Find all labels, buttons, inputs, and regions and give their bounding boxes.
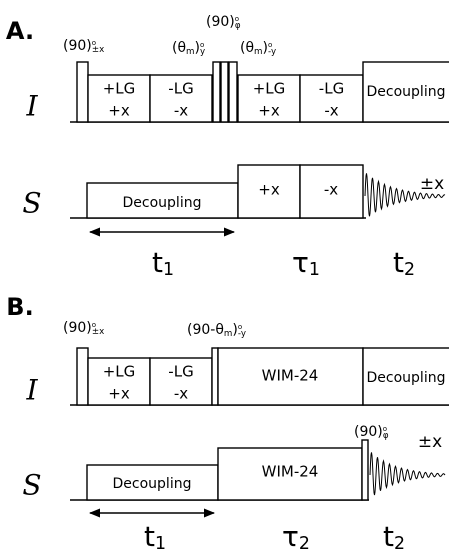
label-part: τ — [282, 520, 299, 550]
channel-label: I — [25, 374, 38, 407]
pulse — [228, 61, 238, 123]
block-text: -LG — [319, 80, 344, 98]
label-part: m — [186, 47, 194, 57]
block-text: -x — [174, 385, 188, 403]
block-text: +LG — [103, 80, 136, 98]
label-part: o — [268, 41, 272, 49]
pulse — [220, 61, 229, 123]
period-label: t1 — [152, 246, 174, 280]
block-text: Decoupling — [367, 370, 446, 386]
label-part: 2 — [404, 260, 415, 280]
decoupling-block — [362, 347, 449, 406]
label-part: (θ — [240, 40, 254, 56]
label-part: 1 — [163, 260, 174, 280]
label-part: o — [92, 321, 96, 329]
label-part: ±x — [92, 327, 104, 337]
pulse — [361, 439, 369, 501]
label-part: t — [152, 246, 163, 279]
block-text: Decoupling — [123, 195, 202, 211]
pulse-label: (θm)o -y — [240, 40, 276, 57]
period-label: τ1 — [292, 246, 320, 280]
block-text: +x — [258, 102, 280, 120]
label-part: o — [235, 15, 239, 23]
panel-label: A. — [6, 17, 34, 45]
label-part: -y — [238, 329, 246, 339]
label-part: o — [200, 41, 204, 49]
decoupling-block — [86, 464, 219, 501]
pulse-label: (90-θm)o -y — [187, 322, 246, 339]
phase-block — [299, 164, 364, 219]
pulse — [211, 347, 219, 406]
block-text: WIM-24 — [262, 463, 319, 481]
block-text: -LG — [168, 80, 193, 98]
period-label: t2 — [383, 520, 405, 550]
label-part: ) — [262, 40, 267, 56]
channel-label: S — [22, 469, 41, 502]
block-text: -x — [324, 181, 338, 199]
period-label: τ2 — [282, 520, 310, 550]
block-text: +x — [108, 102, 130, 120]
lg-block — [237, 74, 301, 123]
lg-block — [149, 74, 213, 123]
label-part: 1 — [309, 260, 320, 280]
block-text: -x — [174, 102, 188, 120]
block-text: +x — [108, 385, 130, 403]
wim-block — [217, 347, 364, 406]
block-text: Decoupling — [113, 476, 192, 492]
label-part: (90) — [206, 14, 235, 30]
pulse-label: (90)o φ — [206, 14, 241, 31]
label-part: 2 — [299, 534, 310, 550]
fid-signal — [364, 173, 446, 217]
label-part: φ — [383, 431, 389, 441]
decoupling-block — [362, 61, 449, 123]
label-part: ) — [194, 40, 199, 56]
label-part: (θ — [172, 40, 186, 56]
period-label: t1 — [144, 520, 166, 550]
label-part: y — [200, 47, 205, 57]
label-part: o — [383, 425, 387, 433]
label-part: (90) — [63, 38, 92, 54]
period-label: t2 — [393, 246, 415, 280]
block-text: +x — [258, 181, 280, 199]
phase-label: ±x — [420, 174, 444, 194]
label-part: ±x — [92, 45, 104, 55]
pulse — [76, 61, 89, 123]
label-part: t — [144, 520, 155, 550]
label-part: (90) — [63, 320, 92, 336]
phase-block — [237, 164, 301, 219]
block-text: +LG — [253, 80, 286, 98]
lg-block — [149, 357, 213, 406]
panel-label: B. — [6, 293, 33, 321]
pulse-label: (θm)o y — [172, 40, 205, 57]
channel-label: I — [25, 90, 38, 123]
label-part: 2 — [394, 534, 405, 550]
block-text: -x — [324, 102, 338, 120]
label-part: φ — [235, 21, 241, 31]
pulse — [212, 61, 221, 123]
pulse — [76, 347, 89, 406]
label-part: m — [254, 47, 262, 57]
label-part: o — [238, 323, 242, 331]
label-part: o — [92, 39, 96, 47]
fid-signal — [369, 452, 446, 496]
phase-label: ±x — [418, 432, 442, 452]
label-part: 1 — [155, 534, 166, 550]
pulse-label: (90)o ±x — [63, 320, 104, 337]
channel-label: S — [22, 187, 41, 220]
label-part: -y — [268, 47, 276, 57]
block-text: +LG — [103, 363, 136, 381]
block-text: WIM-24 — [262, 367, 319, 385]
label-part: t — [383, 520, 394, 550]
label-part: m — [224, 329, 232, 339]
label-part: τ — [292, 246, 309, 279]
pulse-label: (90)o ±x — [63, 38, 104, 55]
pulse-label: (90)o φ — [354, 424, 389, 441]
label-part: t — [393, 246, 404, 279]
block-text: Decoupling — [367, 84, 446, 100]
label-part: ) — [232, 322, 237, 338]
block-text: -LG — [168, 363, 193, 381]
label-part: (90-θ — [187, 322, 224, 338]
label-part: (90) — [354, 424, 383, 440]
